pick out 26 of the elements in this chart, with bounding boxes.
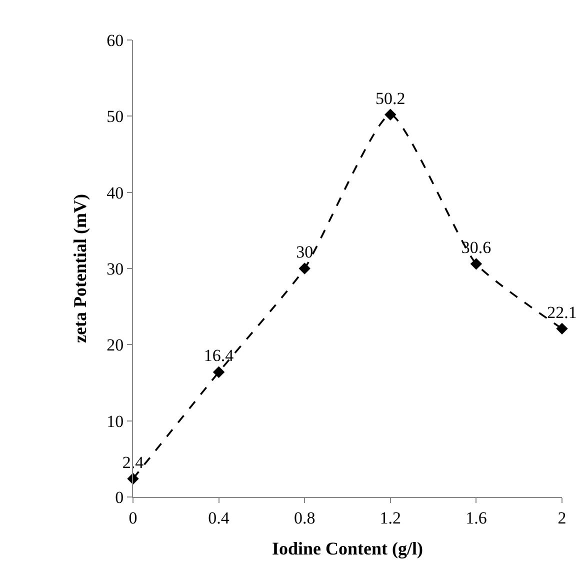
y-tick-label: 60 [106, 30, 124, 50]
x-tick-label: 0.4 [208, 508, 230, 528]
y-tick-label: 20 [106, 336, 124, 355]
y-tick-label: 10 [106, 412, 124, 431]
y-axis-title: zeta Potential (mV) [70, 194, 90, 343]
point [384, 108, 396, 120]
x-tick-label: 0.8 [294, 508, 316, 528]
data-label: 30.6 [461, 238, 492, 258]
data-label: 22.1 [547, 302, 577, 322]
point [556, 322, 568, 335]
x-tick-label: 1.6 [466, 508, 487, 528]
y-tick-label: 0 [115, 488, 124, 507]
data-label: 30 [296, 242, 314, 262]
point [470, 258, 482, 270]
y-tick-label: 40 [106, 183, 124, 202]
data-label: 16.4 [204, 346, 234, 366]
y-tick-label: 50 [106, 107, 124, 126]
x-tick-label: 2 [558, 508, 566, 528]
data-label: 2.4 [122, 452, 144, 472]
point [298, 262, 310, 274]
x-tick-label: 0 [128, 508, 138, 528]
x-axis-title: Iodine Content (g/l) [272, 538, 424, 558]
y-tick-label: 30 [106, 259, 124, 278]
x-tick-label: 1.2 [380, 508, 402, 528]
point [212, 366, 225, 378]
data-label: 50.2 [376, 88, 406, 108]
